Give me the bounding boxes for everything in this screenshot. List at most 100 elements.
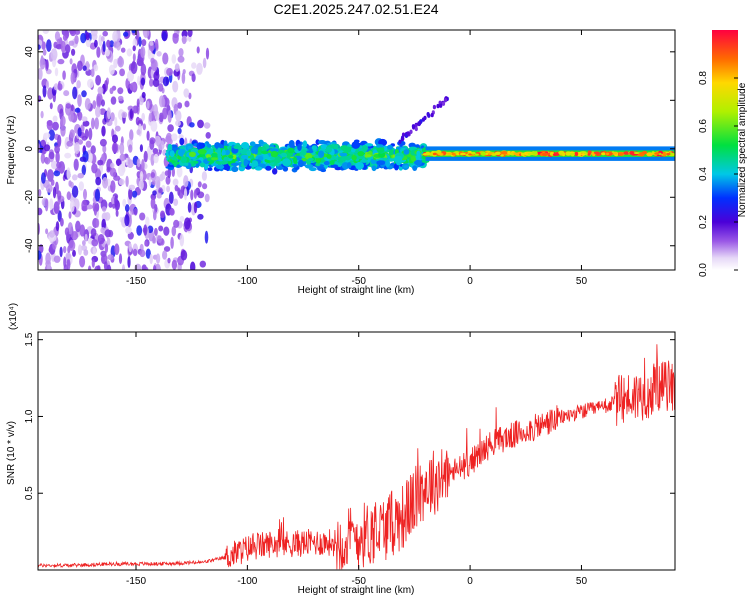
spectrogram-cell: [82, 120, 90, 127]
spectrogram-cell: [191, 73, 196, 83]
spectrogram-cell: [150, 153, 155, 166]
spectrogram-cell: [48, 230, 55, 238]
spectrogram-cell: [361, 145, 368, 152]
spectrogram-cell: [169, 160, 176, 163]
spectrogram-cell: [53, 83, 59, 91]
spectrogram-cell: [68, 180, 72, 187]
spectrogram-cell: [53, 201, 60, 214]
snr-y-tick-label: 1.5: [24, 332, 35, 346]
spectrogram-cell: [439, 103, 443, 108]
spectrogram-cell: [355, 162, 364, 170]
spectrogram-cell: [107, 254, 114, 261]
spectrogram-cell: [123, 31, 129, 37]
spectrogram-cell: [177, 55, 185, 63]
spectrogram-cell: [179, 233, 185, 247]
spectrogram-cell: [351, 147, 356, 153]
spectrogram-cell: [130, 61, 138, 74]
spectrogram-cell: [48, 129, 55, 141]
spectrogram-cell: [91, 163, 98, 174]
spectrogram-cell: [287, 147, 295, 154]
spectrogram-cell: [162, 52, 169, 65]
spectrogram-cell: [175, 110, 182, 122]
spectrogram-cell: [115, 158, 122, 167]
spectrogram-cell: [193, 189, 197, 199]
colorbar-label: Normalized spectral amplitude: [737, 82, 748, 217]
spectrogram-cell: [509, 152, 514, 156]
spectrogram-cell: [197, 148, 207, 155]
spectrogram-cell: [315, 157, 322, 164]
spectrogram-cell: [38, 207, 43, 216]
spectrogram-cell: [84, 128, 89, 140]
spectrogram-cell: [42, 85, 47, 98]
spectrogram-cell: [330, 141, 337, 145]
spectrogram-cell: [231, 166, 239, 173]
spectrogram-cell: [171, 259, 178, 270]
colorbar-tick-label: 0.2: [698, 215, 709, 229]
spectrogram-cell: [282, 158, 291, 167]
spectrogram-y-tick-label: 20: [24, 94, 35, 106]
spectrogram-cell: [532, 151, 538, 155]
spectrogram-cell: [155, 253, 161, 264]
spectrogram-cell: [57, 83, 63, 91]
spectrogram-cell: [156, 192, 162, 199]
spectrogram-cell: [38, 67, 43, 80]
spectrogram-cell: [662, 152, 666, 157]
spectrogram-cell: [117, 87, 124, 95]
spectrogram-cell: [100, 36, 105, 42]
spectrogram-cell: [82, 65, 87, 71]
spectrogram-cell: [136, 129, 141, 136]
spectrogram-cell: [62, 70, 66, 80]
spectrogram-cell: [102, 144, 107, 154]
spectrogram-cell: [138, 179, 144, 191]
spectrogram-cell: [414, 159, 423, 166]
spectrogram-cell: [132, 248, 138, 256]
spectrogram-cell: [62, 34, 68, 41]
spectrogram-cell: [612, 151, 618, 155]
spectrogram-cell: [74, 142, 80, 154]
spectrogram-cell: [97, 86, 104, 95]
spectrogram-cell: [654, 152, 660, 155]
spectrogram-cell: [128, 144, 133, 153]
spectrogram-cell: [113, 40, 120, 49]
spectrogram-cell: [136, 30, 140, 41]
spectrogram-cell: [163, 246, 171, 252]
spectrogram-cell: [84, 233, 88, 242]
spectrogram-cell: [300, 149, 307, 156]
spectrogram-cell: [129, 82, 137, 91]
spectrogram-cell: [166, 132, 172, 141]
spectrogram-cell: [183, 188, 188, 201]
spectrogram-cell: [106, 237, 111, 246]
spectrogram-cell: [132, 105, 139, 114]
spectrogram-cell: [446, 152, 453, 155]
spectrogram-cell: [106, 39, 111, 48]
spectrogram-cell: [94, 39, 98, 48]
spectrogram-cell: [173, 219, 180, 228]
spectrogram-cell: [138, 95, 144, 106]
spectrogram-cell: [119, 142, 125, 155]
spectrogram-cell: [417, 121, 422, 126]
snr-y-label: SNR (10 * v/v): [6, 421, 17, 485]
spectrogram-cell: [297, 159, 304, 168]
spectrogram-cell: [177, 127, 182, 135]
spectrogram-cell: [93, 204, 97, 216]
colorbar-tick-label: 0.4: [698, 167, 709, 181]
spectrogram-cell: [141, 159, 145, 172]
spectrogram-cells: [38, 30, 675, 270]
spectrogram-cell: [81, 116, 88, 122]
spectrogram-cell: [297, 143, 302, 151]
spectrogram-cell: [330, 164, 339, 168]
spectrogram-cell: [77, 94, 82, 107]
spectrogram-cell: [343, 146, 352, 153]
spectrogram-cell: [77, 244, 83, 256]
spectrogram-cell: [158, 187, 163, 195]
spectrogram-cell: [73, 158, 79, 171]
spectrogram-x-tick-label: 50: [576, 276, 588, 287]
spectrogram-cell: [623, 151, 630, 155]
spectrogram-cell: [323, 161, 330, 166]
spectrogram-cell: [403, 165, 409, 169]
spectrogram-cell: [153, 210, 157, 221]
spectrogram-cell: [541, 152, 549, 157]
spectrogram-cell: [161, 31, 168, 42]
spectrogram-cell: [141, 39, 147, 47]
spectrogram-cell: [45, 80, 50, 89]
